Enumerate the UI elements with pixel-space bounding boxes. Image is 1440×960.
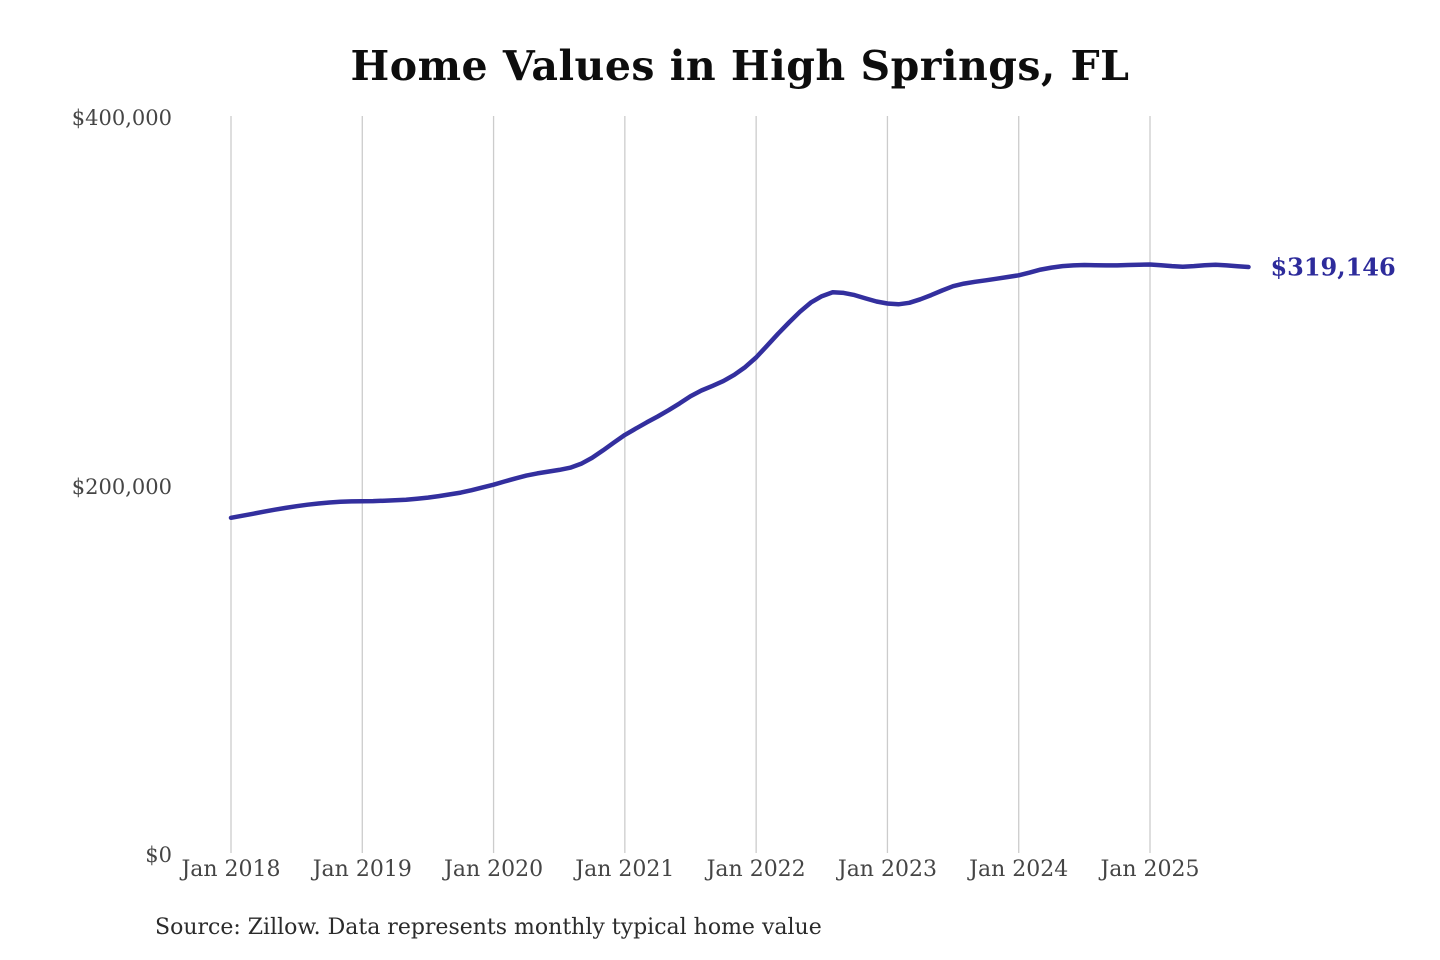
x-tick-label: Jan 2023 — [837, 857, 937, 882]
source-note: Source: Zillow. Data represents monthly … — [155, 915, 822, 940]
x-tick-label: Jan 2020 — [444, 857, 544, 882]
vertical-gridlines — [230, 116, 1151, 853]
latest-value-label: $319,146 — [1270, 252, 1396, 282]
x-tick-label: Jan 2022 — [706, 857, 806, 882]
x-tick-label: Jan 2021 — [575, 857, 675, 882]
chart-title: Home Values in High Springs, FL — [350, 42, 1130, 90]
y-tick-label: $400,000 — [71, 106, 172, 130]
y-tick-label: $0 — [145, 843, 172, 867]
x-tick-label: Jan 2018 — [181, 857, 281, 882]
x-tick-label: Jan 2024 — [969, 857, 1069, 882]
x-tick-label: Jan 2019 — [312, 857, 412, 882]
x-tick-label: Jan 2025 — [1100, 857, 1200, 882]
home-value-line — [228, 262, 1251, 521]
y-tick-label: $200,000 — [71, 474, 172, 499]
